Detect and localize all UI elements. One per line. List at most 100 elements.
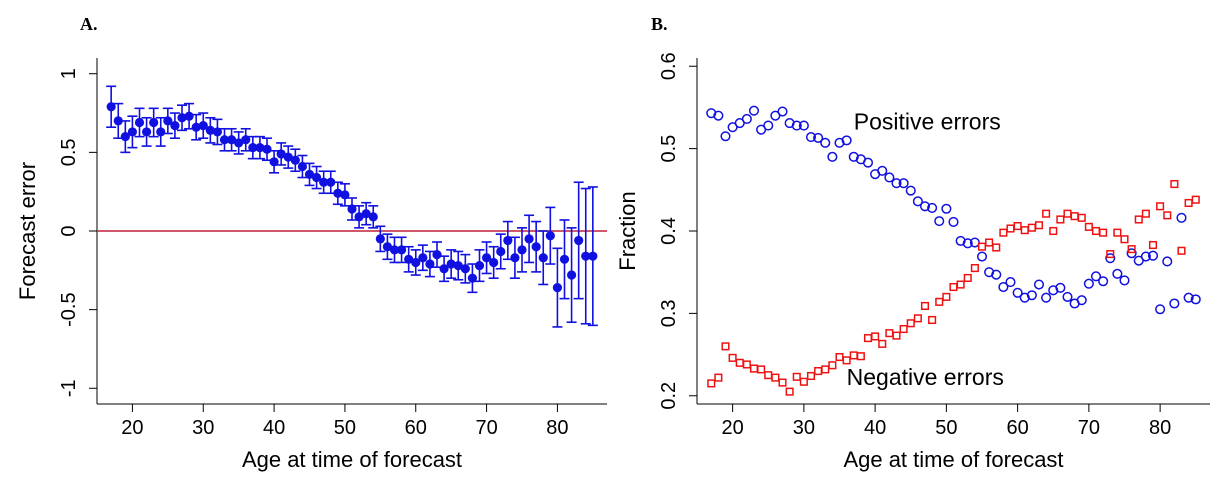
- positive-error-point: [1062, 291, 1073, 302]
- positive-error-point: [927, 202, 938, 213]
- negative-error-point: [728, 353, 737, 362]
- data-point: [418, 253, 428, 263]
- negative-error-point: [1113, 228, 1122, 237]
- panel-a-letter: A.: [80, 14, 98, 34]
- negative-error-point: [913, 314, 922, 323]
- negative-error-point: [935, 297, 944, 306]
- positive-error-point: [1090, 271, 1102, 282]
- data-point: [552, 283, 563, 293]
- negative-error-point: [1006, 224, 1015, 233]
- data-point: [396, 245, 407, 255]
- positive-error-point: [1026, 290, 1037, 301]
- positive-error-point: [1105, 253, 1116, 264]
- negative-error-point: [906, 319, 915, 328]
- data-point: [326, 177, 336, 187]
- negative-error-point: [1049, 226, 1058, 236]
- positive-error-point: [1012, 287, 1023, 298]
- data-point: [467, 273, 478, 283]
- negative-error-point: [771, 373, 780, 382]
- panel-a-plot: [89, 58, 607, 412]
- positive-error-point: [706, 108, 717, 119]
- negative-error-point: [1063, 209, 1072, 218]
- data-point: [432, 249, 442, 260]
- positive-error-point: [841, 135, 852, 146]
- negative-error-point: [871, 332, 880, 341]
- positive-error-point: [1119, 275, 1130, 286]
- negative-error-point: [821, 365, 830, 374]
- negative-error-point: [1027, 223, 1036, 232]
- data-point: [411, 257, 421, 268]
- data-point: [177, 113, 187, 123]
- positive-error-point: [1140, 251, 1151, 262]
- x-tick-label: 80: [1149, 417, 1171, 439]
- data-point: [347, 204, 357, 214]
- y-tick-label: 0.2: [658, 382, 680, 410]
- negative-error-point: [1042, 209, 1051, 218]
- positive-error-point: [919, 201, 931, 212]
- data-point: [425, 259, 435, 269]
- positive-error-point: [777, 106, 788, 117]
- data-point: [255, 143, 265, 153]
- data-point: [141, 127, 152, 137]
- y-axis-label: Fraction: [615, 191, 640, 270]
- negative-error-point: [1120, 235, 1129, 244]
- negative-error-point: [970, 264, 979, 273]
- x-axis-label: Age at time of forecast: [242, 447, 462, 472]
- y-tick-label: 1: [58, 68, 80, 79]
- positive-error-point: [905, 185, 916, 196]
- y-tick-label: 0.5: [658, 135, 680, 163]
- positive-error-point: [1162, 256, 1173, 267]
- positive-error-point: [941, 203, 952, 214]
- x-tick-label: 40: [263, 417, 285, 439]
- data-point: [149, 117, 159, 128]
- data-point: [156, 127, 166, 137]
- x-tick-label: 20: [722, 417, 744, 439]
- positive-error-point: [1190, 294, 1201, 305]
- data-point: [361, 209, 371, 219]
- negative-error-point: [999, 228, 1008, 237]
- positive-error-point: [805, 132, 817, 143]
- x-axis-label: Age at time of forecast: [843, 447, 1063, 472]
- data-point: [262, 144, 272, 154]
- data-point: [205, 125, 215, 135]
- data-point: [566, 270, 577, 280]
- negative-error-point: [828, 361, 837, 370]
- negative-error-point: [806, 371, 816, 381]
- positive-error-point: [741, 113, 752, 125]
- y-tick-label: 0: [58, 225, 80, 236]
- negative-error-point: [1184, 198, 1193, 208]
- x-tick-label: 20: [121, 417, 143, 439]
- x-tick-label: 50: [334, 417, 356, 439]
- data-point: [545, 231, 555, 241]
- negative-error-point: [1127, 245, 1136, 254]
- negative-error-point: [1141, 209, 1150, 218]
- positive-error-point: [955, 235, 966, 246]
- negative-error-point: [942, 292, 951, 301]
- data-point: [212, 127, 223, 137]
- negative-error-point: [1163, 211, 1172, 220]
- positive-error-point: [976, 251, 988, 262]
- positive-error-point: [791, 120, 802, 131]
- positive-error-point: [1055, 282, 1066, 293]
- positive-error-point: [1112, 268, 1123, 279]
- positive-error-point: [1019, 292, 1030, 303]
- positive-error-point: [813, 132, 824, 143]
- negative-error-point: [1134, 215, 1143, 224]
- negative-error-point: [1148, 240, 1158, 250]
- negative-error-point: [785, 387, 794, 396]
- data-point: [559, 254, 570, 264]
- positive-error-point: [991, 269, 1002, 280]
- positive-error-point: [1183, 292, 1194, 303]
- negative-error-point: [1070, 212, 1079, 221]
- data-point: [453, 261, 463, 271]
- data-point: [120, 132, 130, 142]
- positive-error-point: [862, 157, 874, 168]
- negative-error-point: [799, 377, 808, 386]
- negative-error-point: [885, 329, 894, 338]
- data-point: [474, 261, 485, 271]
- x-tick-label: 30: [793, 417, 815, 439]
- negative-error-point: [856, 352, 865, 361]
- data-point: [134, 117, 145, 128]
- negative-error-point: [778, 378, 787, 387]
